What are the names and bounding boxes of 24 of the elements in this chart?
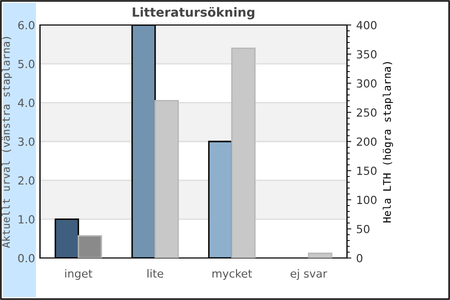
x-tick-label: lite	[147, 269, 164, 278]
y2-tick-label: 200	[356, 137, 376, 146]
y2-tick-label: 100	[357, 196, 376, 204]
y2-tick-label: 400	[356, 20, 376, 30]
y2-tick-label: 300	[356, 79, 376, 88]
y-tick-label: 5.0	[18, 60, 34, 68]
y-axis-title: Aktuellt urval (vänstra staplarna)	[2, 37, 12, 248]
x-tick-label: inget	[65, 269, 92, 280]
y-tick-label: 3.0	[18, 137, 34, 146]
y2-tick-label: 0	[356, 254, 362, 262]
y-tick-label: 0.0	[18, 254, 34, 262]
bar	[308, 252, 332, 258]
y2-axis-title: Hela LTH (högra staplarna)	[382, 62, 393, 222]
y2-tick-label: 250	[356, 108, 376, 117]
y2-tick-label: 50	[356, 224, 370, 234]
y2-tick-label: 150	[357, 166, 376, 176]
y2-tick-label: 350	[356, 50, 376, 59]
chart-title: Litteratursökning	[132, 6, 254, 20]
y-tick-label: 6.0	[18, 20, 34, 30]
x-tick-label: ej svar	[290, 269, 328, 280]
y-tick-label: 4.0	[18, 98, 34, 108]
y-tick-label: 1.0	[18, 215, 34, 224]
y-tick-label: 2.0	[18, 176, 34, 185]
x-tick-label: mycket	[212, 269, 252, 280]
